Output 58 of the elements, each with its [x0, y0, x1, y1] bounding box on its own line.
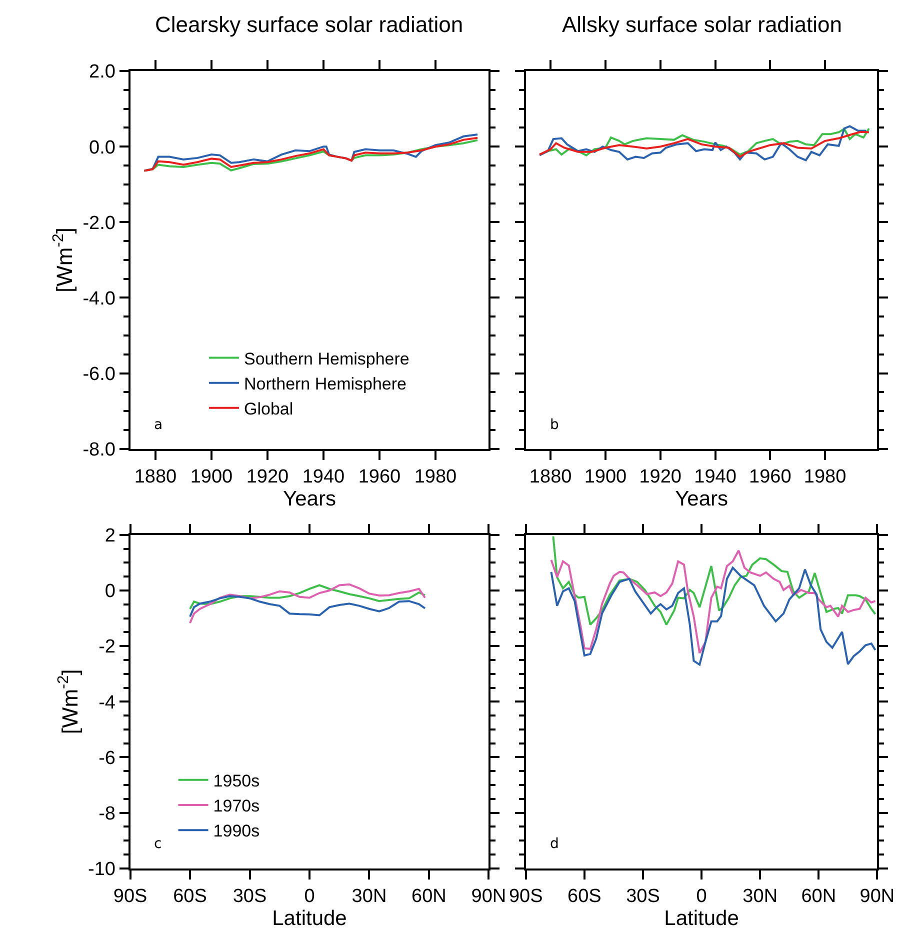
x-tick-label: 1980 [804, 466, 846, 488]
x-tick-label: 90S [113, 886, 148, 908]
x-tick-label: 90N [860, 886, 895, 908]
x-tick-label: 1940 [694, 466, 736, 488]
legend-label: 1950s [213, 772, 260, 791]
y-tick-label: -2 [98, 636, 116, 658]
y-tick-label: -8 [98, 803, 116, 824]
annotation: c [154, 836, 162, 852]
x-tick-label: 1920 [246, 466, 289, 488]
x-tick-label: 90S [508, 886, 543, 908]
x-tick-label: 0 [304, 886, 315, 908]
legend-label: 1970s [213, 796, 260, 816]
x-tick-label: 60S [173, 886, 207, 908]
x-tick-label: 1900 [584, 466, 627, 488]
x-tick-label: 0 [696, 886, 707, 908]
y-tick-label: -8.0 [82, 440, 116, 460]
chart-title: Clearsky surface solar radiation [155, 12, 464, 37]
x-tick-label: 1880 [134, 466, 177, 488]
x-tick-label: 1980 [414, 466, 457, 488]
legend-label: Northern Hemisphere [244, 374, 407, 394]
annotation: a [154, 417, 163, 433]
y-tick-label: -6 [98, 748, 116, 769]
y-tick-label: -4 [98, 692, 116, 714]
x-axis-title: Years [675, 488, 728, 511]
x-tick-label: 1960 [749, 466, 792, 488]
x-tick-label: 60N [412, 886, 446, 908]
chart-title: Allsky surface solar radiation [562, 12, 842, 37]
y-tick-label: -10 [88, 858, 116, 880]
line-series [189, 595, 426, 618]
y-tick-label: 2.0 [89, 62, 116, 83]
x-tick-label: 1900 [190, 466, 233, 488]
x-axis-title: Latitude [664, 907, 739, 930]
annotation: d [550, 836, 559, 852]
x-tick-label: 1940 [302, 466, 345, 488]
x-axis-title: Years [283, 488, 336, 511]
x-tick-label: 1880 [529, 466, 572, 488]
y-tick-label: 0.0 [89, 137, 116, 158]
y-tick-label: -4.0 [82, 288, 116, 310]
y-tick-label: -6.0 [82, 364, 116, 385]
x-tick-label: 60N [801, 886, 836, 908]
y-tick-label: 2 [104, 526, 116, 547]
annotation: b [550, 417, 559, 433]
x-tick-label: 30N [742, 886, 778, 908]
y-tick-label: 0 [104, 581, 116, 602]
line-series [189, 584, 426, 610]
line-series [189, 583, 426, 624]
x-tick-label: 90N [471, 886, 506, 908]
x-tick-label: 30S [232, 886, 267, 908]
x-tick-label: 1920 [639, 466, 682, 488]
x-tick-label: 1960 [358, 466, 401, 488]
x-tick-label: 60S [568, 886, 602, 908]
x-tick-label: 30N [352, 886, 387, 908]
x-tick-label: 30S [626, 886, 660, 908]
legend-label: Southern Hemisphere [244, 349, 410, 368]
legend-label: 1990s [213, 822, 260, 841]
y-tick-label: -2.0 [82, 212, 116, 234]
x-axis-title: Latitude [272, 907, 347, 930]
legend-label: Global [244, 400, 294, 419]
